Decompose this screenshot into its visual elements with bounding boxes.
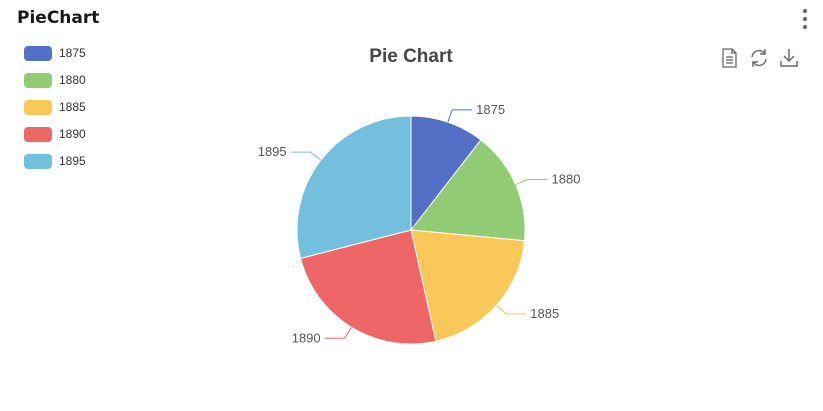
legend-item-1890[interactable]: 1890 [24,125,86,143]
label-line [447,109,473,123]
slice-label-1875: 1875 [476,102,505,117]
data-view-icon [722,48,737,68]
legend-label: 1880 [59,73,86,87]
legend-swatch [24,45,52,61]
chart-legend: 1875 1880 1885 1890 1895 [24,44,86,179]
legend-swatch [24,72,52,88]
more-options-button[interactable] [798,9,812,29]
slice-label-1880: 1880 [552,172,581,187]
download-button[interactable] [778,46,800,70]
pie-slice-1885[interactable] [410,229,526,342]
pie-slice-1880[interactable] [410,139,526,242]
chart-toolbox [718,46,800,70]
more-options-dot [803,25,807,29]
more-options-dot [803,17,807,21]
chart-title: Pie Chart [369,46,453,67]
pie-slice-1875[interactable] [410,115,482,232]
slice-label-1895: 1895 [258,144,287,159]
download-icon [780,49,798,67]
legend-label: 1875 [59,46,86,60]
slice-label-1885: 1885 [530,306,559,321]
label-line [496,305,527,315]
legend-label: 1895 [59,154,86,168]
legend-swatch [24,153,52,169]
pie-slice-1895[interactable] [296,115,412,259]
legend-label: 1890 [59,127,86,141]
legend-item-1885[interactable]: 1885 [24,98,86,116]
legend-swatch [24,99,52,115]
data-view-button[interactable] [718,46,740,70]
refresh-button[interactable] [748,46,770,70]
label-line [515,179,548,186]
more-options-icon [803,9,807,13]
label-line [324,326,352,339]
panel-title: PieChart [17,8,100,28]
legend-item-1875[interactable]: 1875 [24,44,86,62]
pie-slice-1890[interactable] [299,229,437,345]
legend-swatch [24,126,52,142]
legend-item-1880[interactable]: 1880 [24,71,86,89]
refresh-icon [751,49,767,67]
legend-item-1895[interactable]: 1895 [24,152,86,170]
legend-label: 1885 [59,100,86,114]
label-line [290,151,322,161]
slice-label-1890: 1890 [292,330,321,345]
